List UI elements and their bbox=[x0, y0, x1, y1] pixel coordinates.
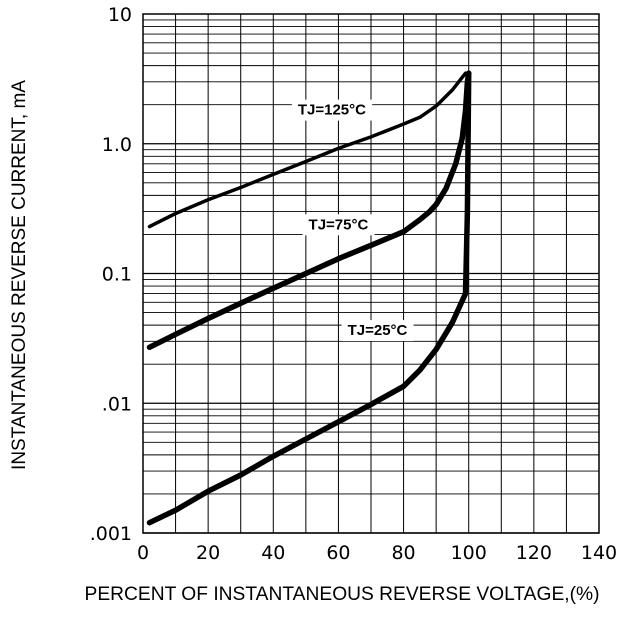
plot-frame bbox=[142, 13, 600, 534]
series-line-0 bbox=[147, 71, 468, 229]
x-tick-label: 40 bbox=[261, 542, 285, 564]
plot-border bbox=[142, 13, 600, 534]
series-labels: TJ=125°C TJ=75°C TJ=25°C bbox=[291, 99, 414, 342]
series-lines bbox=[146, 70, 472, 526]
x-tick-label: 80 bbox=[391, 542, 415, 564]
grid bbox=[142, 14, 600, 534]
y-tick-labels: .001 .01 0.1 1.0 10 bbox=[90, 4, 132, 545]
series-label-2: TJ=25°C bbox=[348, 322, 408, 339]
series-line-1 bbox=[146, 70, 472, 351]
series-label-0: TJ=125°C bbox=[298, 102, 366, 119]
y-axis-title: INSTANTANEOUS REVERSE CURRENT, mA bbox=[9, 80, 30, 470]
x-tick-label: 20 bbox=[196, 542, 220, 564]
x-tick-labels: 0 20 40 60 80 100 120 140 bbox=[137, 542, 617, 564]
x-axis-title: PERCENT OF INSTANTANEOUS REVERSE VOLTAGE… bbox=[85, 584, 600, 605]
y-tick-label: .01 bbox=[102, 393, 132, 415]
x-tick-label: 120 bbox=[516, 542, 552, 564]
series-label-background bbox=[341, 320, 414, 342]
series-line-2 bbox=[146, 70, 472, 526]
x-tick-label: 0 bbox=[137, 542, 149, 564]
y-tick-label: .001 bbox=[90, 523, 132, 545]
y-tick-label: 0.1 bbox=[102, 264, 132, 286]
series-label-background bbox=[302, 214, 375, 236]
series-label-background bbox=[291, 99, 373, 121]
y-tick-label: 10 bbox=[108, 4, 132, 26]
x-tick-label: 100 bbox=[451, 542, 487, 564]
series-label-1: TJ=75°C bbox=[309, 216, 369, 233]
x-tick-label: 60 bbox=[326, 542, 350, 564]
x-tick-label: 140 bbox=[581, 542, 617, 564]
y-tick-label: 1.0 bbox=[102, 134, 132, 156]
